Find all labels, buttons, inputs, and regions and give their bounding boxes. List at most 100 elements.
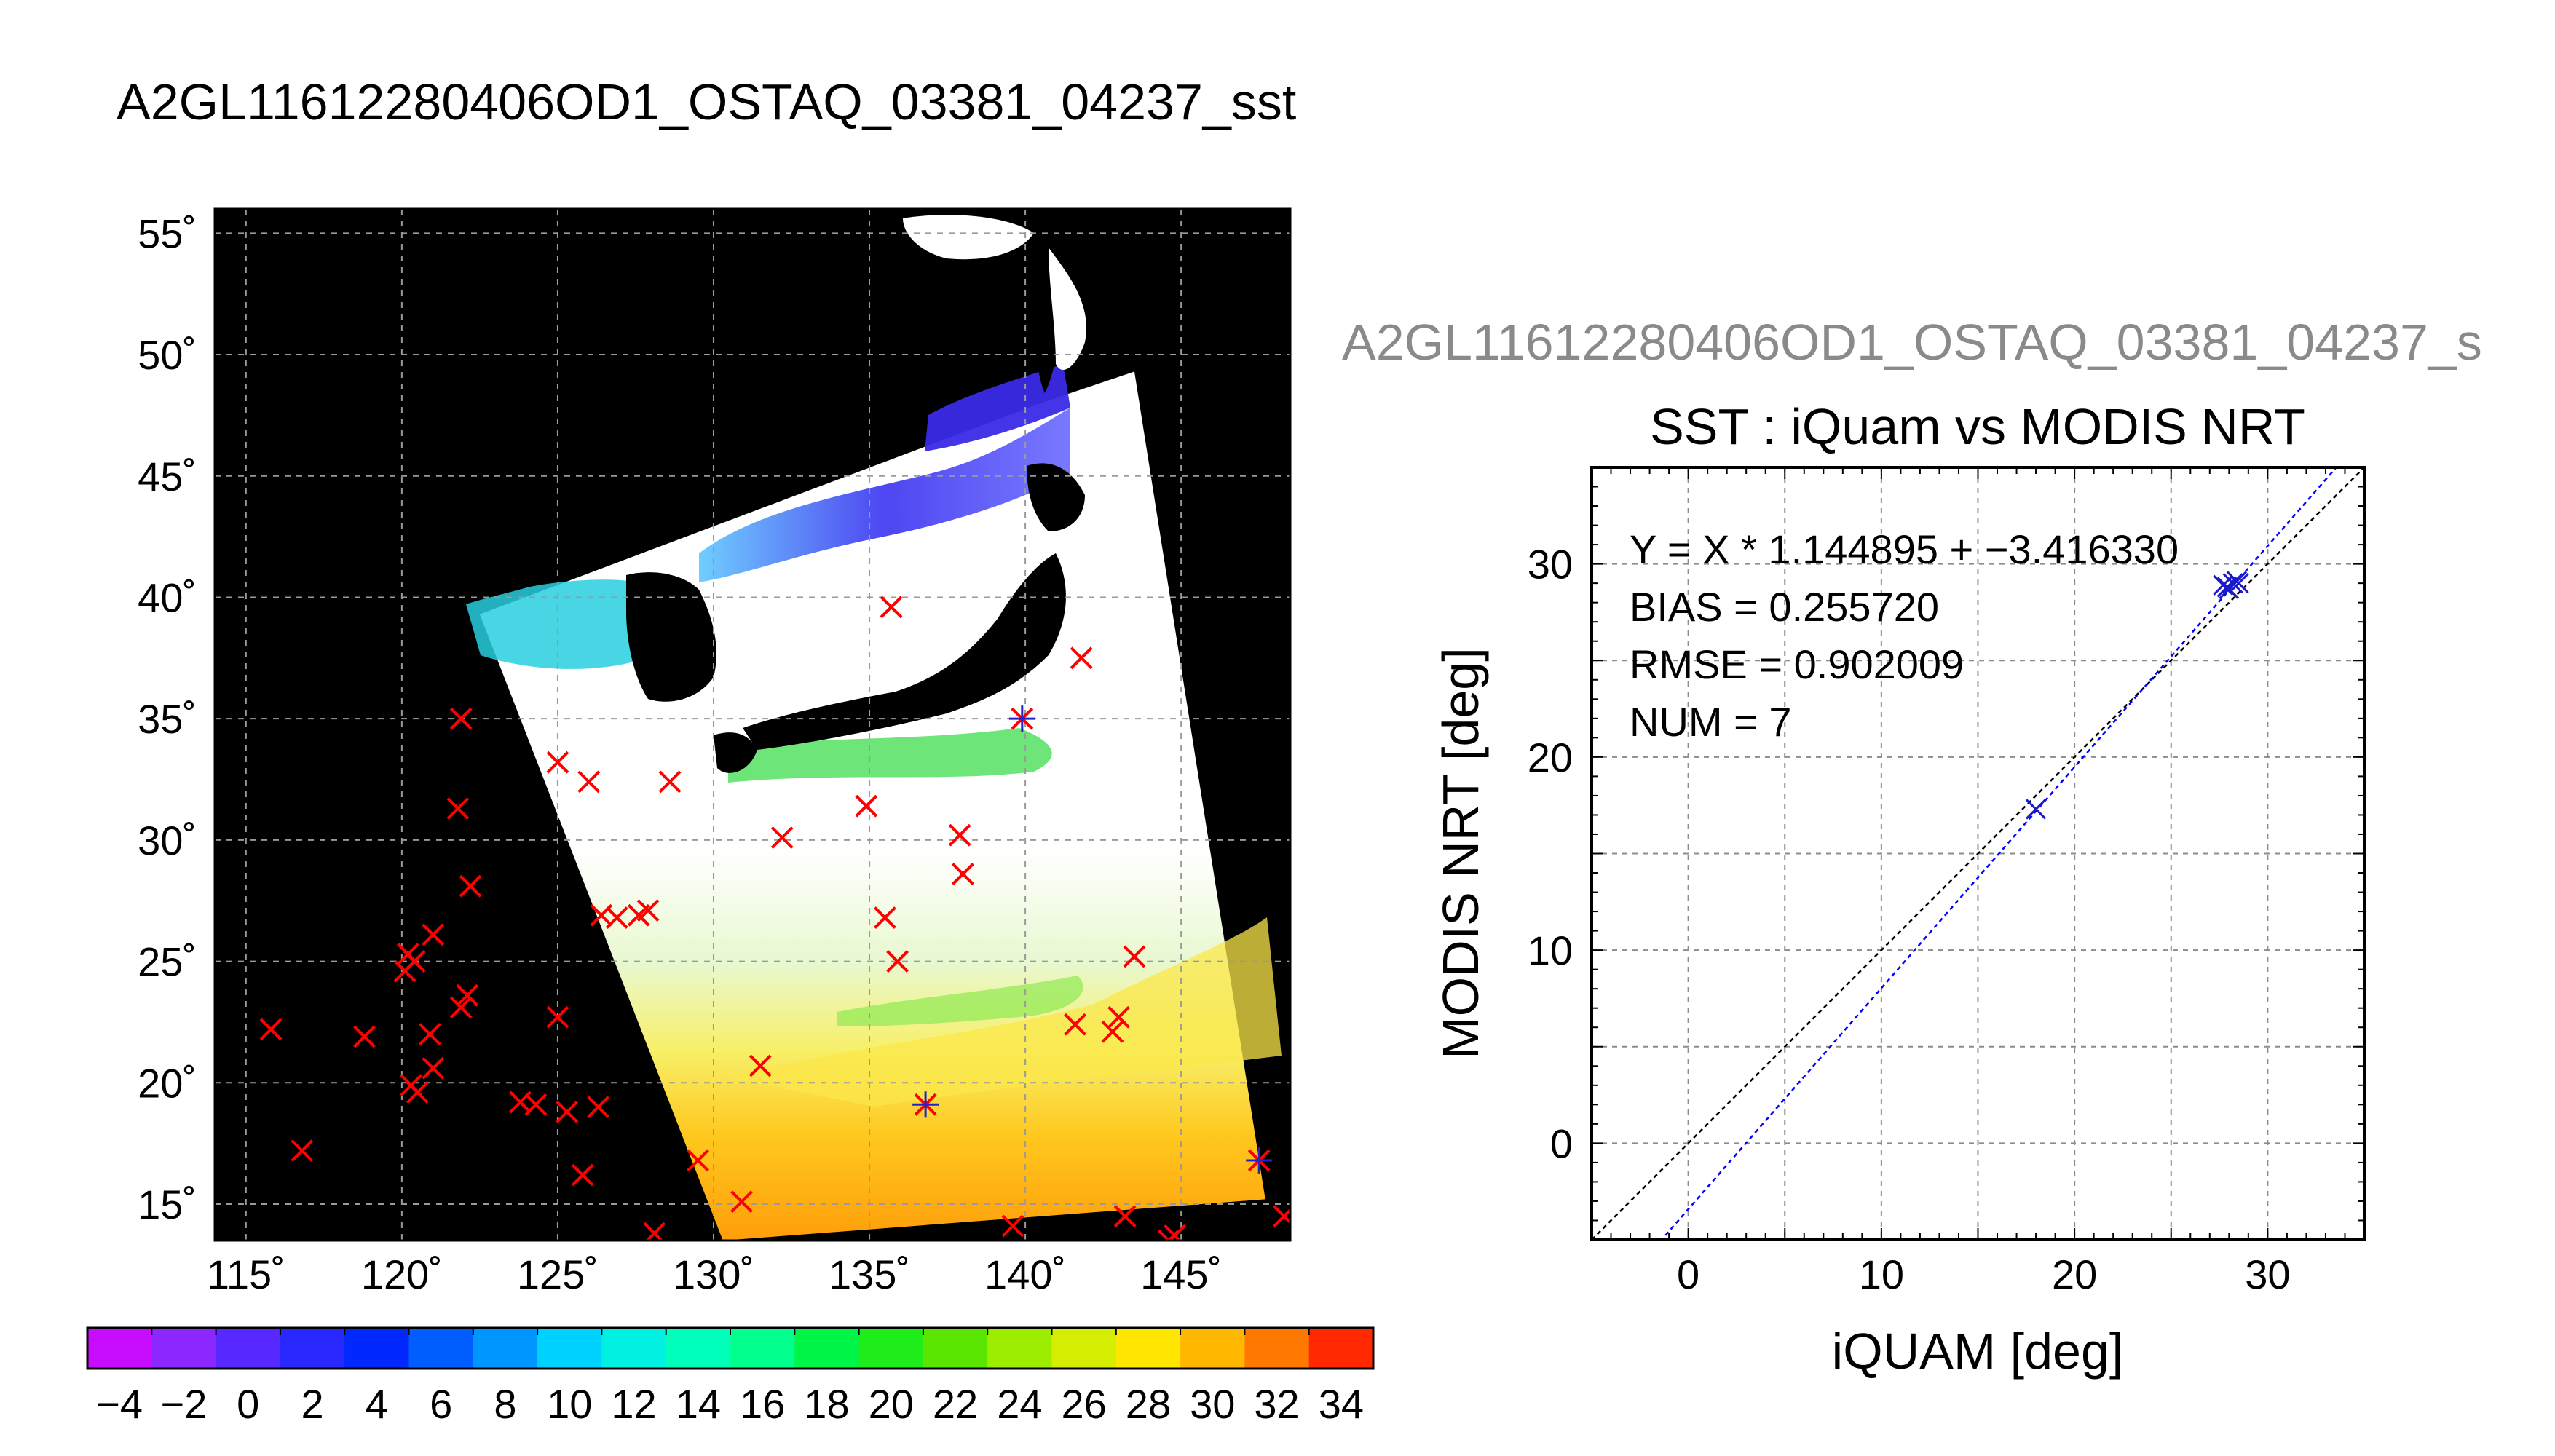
iquam-marker [546,1005,569,1029]
map-frame [213,207,1292,1242]
colorbar-tick-label: 8 [494,1381,516,1427]
colorbar-cell [987,1328,1052,1369]
scatter-stat-fit: Y = X * 1.144895 + −3.416330 [1630,526,2179,572]
colorbar-cell [923,1328,988,1369]
iquam-marker [456,984,479,1007]
colorbar-cell [344,1328,409,1369]
scatter-y-tick-label: 0 [1550,1120,1573,1166]
x-axis-label: iQUAM [deg] [1832,1323,2124,1380]
iquam-marker [571,1163,594,1187]
iquam-marker [948,823,971,847]
lon-tick-label: 120˚ [361,1251,443,1297]
iquam-marker [1123,945,1146,968]
colorbar-tick-label: 32 [1254,1381,1299,1427]
warm-sst-band [728,917,1282,1107]
lat-tick-label: 25˚ [138,939,197,985]
colorbar-tick-labels: −4 −2 0 2 4 6 8 10 12 14 16 18 20 22 24 26 28 30 32 34 [96,1381,1364,1427]
colorbar-tick-label: 0 [237,1381,259,1427]
green-sst-patches-2 [837,976,1083,1026]
y-axis-label: MODIS NRT [deg] [1432,647,1489,1059]
lat-tick-label: 55˚ [138,210,197,256]
scatter-title: SST : iQuam vs MODIS NRT [1650,398,2305,455]
colorbar-tick-label: 2 [301,1381,323,1427]
lat-tick-label: 45˚ [138,454,197,499]
lat-tick-label: 20˚ [138,1060,197,1106]
iquam-marker [422,1056,445,1080]
colorbar-tick-label: 24 [997,1381,1042,1427]
iquam-marker [291,1139,314,1163]
iquam-marker [636,899,660,922]
iquam-marker [1157,1229,1180,1241]
iquam-marker [770,826,794,849]
colorbar-tick-label: 26 [1062,1381,1107,1427]
honshu [743,553,1066,750]
colorbar-tick-label: 22 [933,1381,978,1427]
colocated-marker [1246,1147,1273,1174]
scatter-tick-labels: 0 10 20 30 0 10 20 30 [1528,542,2291,1297]
iquam-marker [855,794,878,818]
colorbar-cell [151,1328,217,1369]
colocated-marker [1008,705,1035,732]
lat-tick-label: 40˚ [138,574,197,620]
colorbar-cell [280,1328,345,1369]
iquam-marker [524,1093,548,1116]
tatar-strait-cold [925,364,1070,451]
colorbar-tick-label: 30 [1190,1381,1235,1427]
colorbar-cell [601,1328,667,1369]
iquam-marker [449,707,473,730]
yellow-sea [466,579,655,669]
iquam-marker [556,1100,579,1123]
iquam-marker [1001,1214,1024,1238]
iquam-marker [880,596,903,619]
colorbar-tick-label: −4 [96,1381,143,1427]
iquam-marker [422,923,445,946]
colorbar-cell [858,1328,924,1369]
map-axis-labels: 115˚ 120˚ 125˚ 130˚ 135˚ 140˚ 145˚ 55˚ 50˚ 45˚ 40˚… [138,210,1222,1297]
iquam-marker [459,874,482,898]
colorbar-cell [1244,1328,1310,1369]
lon-tick-label: 115˚ [207,1251,285,1297]
scatter-point [2026,799,2047,820]
scatter-point [2216,577,2238,598]
scatter-point [2228,573,2249,594]
iquam-marker [1113,1205,1137,1228]
northern-cloud [903,215,1034,260]
iquam-marker [687,1149,709,1172]
lon-tick-label: 130˚ [673,1251,754,1297]
colorbar-tick-label: 20 [869,1381,914,1427]
colorbar-cell [87,1328,152,1369]
colorbar-cell [216,1328,281,1369]
lat-tick-label: 15˚ [138,1182,197,1227]
colorbar-tick-label: 18 [804,1381,849,1427]
iquam-marker [259,1018,283,1041]
iquam-markers [259,596,1290,1241]
colorbar-tick-label: 4 [366,1381,388,1427]
colorbar-cells [87,1328,1374,1369]
colorbar-cell [1308,1328,1374,1369]
colorbar-cell [1115,1328,1181,1369]
scatter-file-title: A2GL11612280406OD1_OSTAQ_03381_04237_s [1342,314,2482,371]
iquam-marker [952,863,974,885]
korean-peninsula [626,572,716,702]
colorbar-tick-label: 28 [1126,1381,1171,1427]
lon-tick-label: 125˚ [517,1251,599,1297]
lon-tick-label: 135˚ [829,1251,910,1297]
lat-tick-label: 35˚ [138,696,197,742]
iquam-marker [1070,646,1093,670]
scatter-point [2222,573,2243,594]
kyushu [714,732,757,773]
scatter-stat-rmse: RMSE = 0.902009 [1630,641,1964,687]
iquam-marker [1101,1020,1124,1043]
colorbar-tick-label: 10 [547,1381,592,1427]
colorbar-cell [794,1328,860,1369]
colocated-marker [912,1091,939,1118]
colorbar-cell [537,1328,602,1369]
iquam-marker [418,1023,441,1046]
scatter-x-tick-label: 10 [1859,1251,1904,1297]
scatter-plot: SST : iQuam vs MODIS NRT 0 10 20 300102030 … [1432,398,2366,1380]
colorbar-tick-label: 12 [611,1381,656,1427]
colorbar-tick-label: −2 [161,1381,208,1427]
scatter-minor-ticks [1591,467,2365,1241]
scatter-y-tick-label: 20 [1528,735,1573,780]
